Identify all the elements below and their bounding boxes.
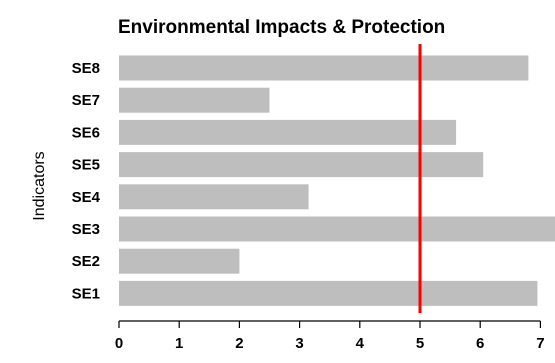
x-tick-label-6: 6 — [476, 335, 484, 352]
bars-group — [119, 55, 555, 306]
bar-se2 — [119, 248, 240, 274]
chart-title: Environmental Impacts & Protection — [118, 17, 445, 38]
bar-se5 — [119, 152, 484, 178]
category-label-se6: SE6 — [72, 124, 100, 141]
x-tick-label-1: 1 — [175, 335, 183, 352]
bar-se3 — [119, 216, 555, 242]
category-label-se8: SE8 — [72, 60, 100, 77]
category-label-se1: SE1 — [72, 285, 100, 302]
x-axis: 0 1 2 3 4 5 6 7 — [115, 320, 545, 352]
category-label-se7: SE7 — [72, 92, 100, 109]
category-label-se2: SE2 — [72, 253, 100, 270]
x-tick-label-7: 7 — [536, 335, 544, 352]
x-tick-label-3: 3 — [295, 335, 303, 352]
bar-se4 — [119, 184, 309, 210]
category-labels: SE1 SE2 SE3 SE4 SE5 SE6 SE7 SE8 — [72, 60, 101, 302]
bar-se6 — [119, 119, 457, 145]
bar-se1 — [119, 280, 538, 306]
x-tick-label-4: 4 — [356, 335, 365, 352]
category-label-se4: SE4 — [72, 189, 101, 206]
category-label-se3: SE3 — [72, 221, 100, 238]
y-axis-label: Indicators — [31, 151, 48, 220]
bar-se7 — [119, 87, 270, 113]
category-label-se5: SE5 — [72, 157, 100, 174]
x-tick-label-5: 5 — [416, 335, 424, 352]
bar-se8 — [119, 55, 529, 81]
x-tick-label-2: 2 — [235, 335, 243, 352]
x-tick-label-0: 0 — [115, 335, 123, 352]
